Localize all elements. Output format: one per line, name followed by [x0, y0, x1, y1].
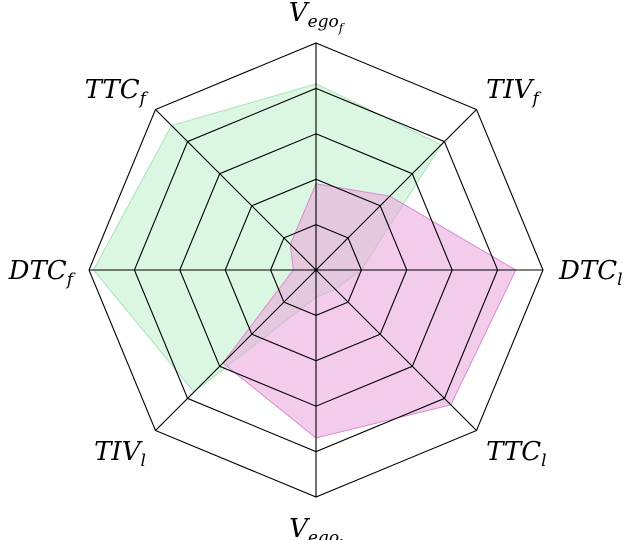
axis-label-subsubscript: l — [339, 537, 343, 540]
axis-label: Vegol — [289, 514, 343, 540]
axis-label: TTCf — [85, 75, 149, 109]
axis-label-subscript: l — [617, 270, 622, 290]
axis-labels: VegofTIVfDTClTTClVegolTIVlDTCfTTCf — [8, 0, 623, 540]
axis-label-main: TTC — [486, 437, 541, 467]
spoke-2 — [315, 109, 477, 271]
axis-label-subscript: f — [530, 89, 541, 109]
axis-label-subscript: f — [65, 270, 76, 290]
axis-label-main: DTC — [8, 256, 67, 286]
axis-label-subscript: f — [138, 89, 149, 109]
axis-label-main: TIV — [486, 75, 535, 105]
axis-label-main: TTC — [85, 75, 140, 105]
axis-label-subscript: l — [140, 451, 145, 471]
axis-label: DTCf — [8, 256, 76, 290]
axis-label-main: TIV — [94, 437, 143, 467]
axis-label-subscript: ego — [308, 528, 339, 540]
series-layer — [92, 83, 517, 439]
spoke-8 — [155, 109, 317, 271]
axis-label: Vegof — [289, 0, 346, 35]
axis-label: TIVl — [94, 437, 146, 471]
spoke-4 — [315, 269, 477, 431]
axis-label-subscript: l — [541, 451, 546, 471]
axis-label: TTCl — [486, 437, 547, 471]
axis-label-main: DTC — [558, 256, 617, 286]
axis-label: TIVf — [486, 75, 541, 109]
grid-layer — [88, 42, 544, 498]
axis-label-main: V — [289, 0, 310, 28]
axis-label-main: V — [289, 514, 310, 540]
axis-label-subsubscript: f — [338, 21, 346, 35]
axis-label-subscript: ego — [308, 12, 339, 32]
axis-label: DTCl — [558, 256, 623, 290]
spoke-6 — [155, 269, 317, 431]
